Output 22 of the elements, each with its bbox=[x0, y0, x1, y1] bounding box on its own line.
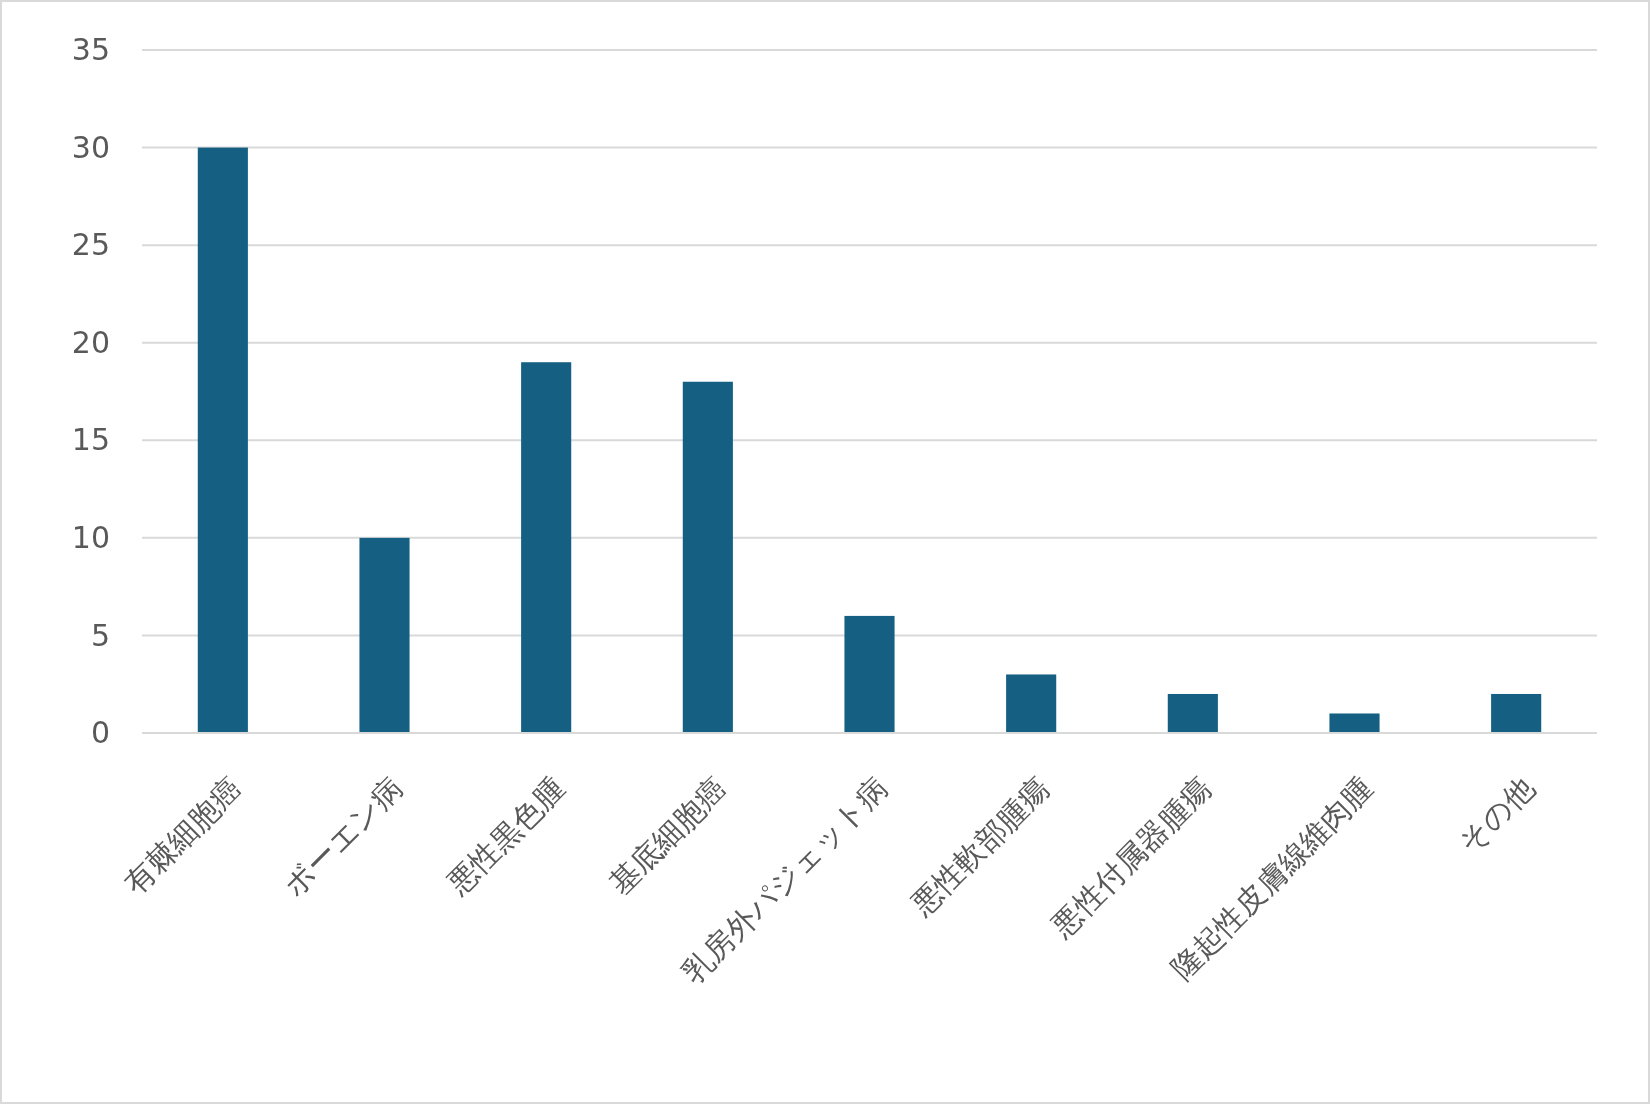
y-tick-label: 35 bbox=[71, 32, 110, 68]
bar bbox=[1329, 713, 1380, 733]
bar bbox=[197, 147, 248, 733]
x-tick-label: 基底細胞癌 bbox=[602, 770, 733, 902]
bar bbox=[359, 537, 410, 733]
y-tick-label: 5 bbox=[90, 617, 110, 653]
bar bbox=[521, 362, 572, 733]
y-tick-label: 25 bbox=[71, 227, 110, 263]
y-tick-label: 0 bbox=[90, 715, 110, 751]
bar bbox=[1491, 693, 1542, 733]
x-tick-label: ボーエン病 bbox=[276, 770, 410, 904]
bar bbox=[1006, 674, 1057, 733]
x-tick-label: 悪性黒色腫 bbox=[439, 770, 572, 902]
y-tick-label: 15 bbox=[71, 422, 110, 458]
x-tick-label: 有棘細胞癌 bbox=[117, 770, 248, 902]
x-tick-label: その他 bbox=[1451, 770, 1542, 861]
y-tick-label: 10 bbox=[71, 519, 110, 555]
bar bbox=[844, 615, 895, 733]
y-tick-label: 30 bbox=[71, 129, 110, 165]
y-tick-label: 20 bbox=[71, 324, 110, 360]
bar bbox=[1167, 693, 1218, 733]
bar bbox=[682, 381, 733, 733]
